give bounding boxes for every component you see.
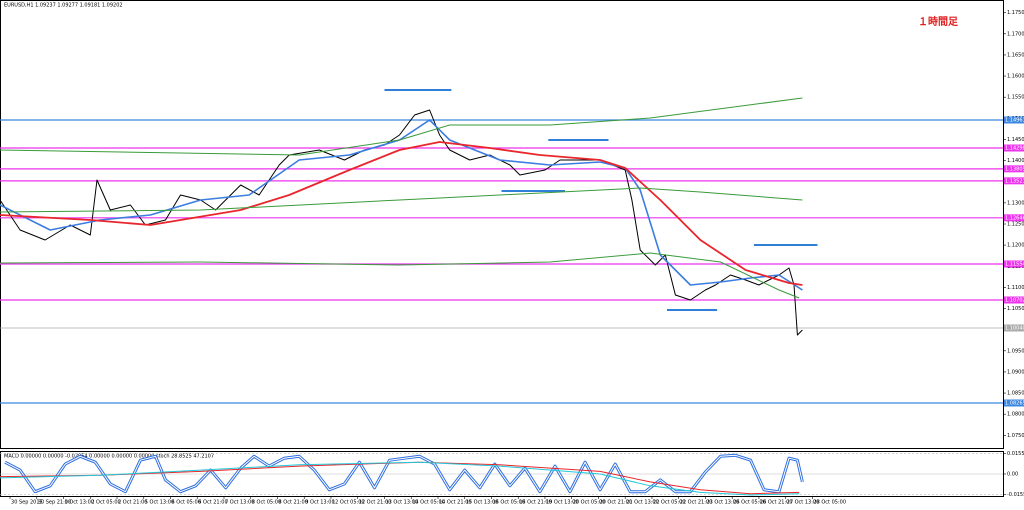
level-label-box <box>1004 214 1024 222</box>
x-tick-label: 20 Oct 05:00 <box>573 500 606 506</box>
x-tick-label: 5 Oct 13:00 <box>145 500 174 506</box>
x-tick-label: 20 Oct 21:00 <box>599 500 632 506</box>
level-label: 1.10702 <box>1005 297 1024 303</box>
y-tick-label: -0.01558 <box>1007 492 1024 498</box>
level-label: 1.14961 <box>1005 117 1024 123</box>
x-tick-label: 6 Oct 05:00 <box>172 500 201 506</box>
chart-title: EURUSD,H1 1.09237 1.09277 1.09181 1.0920… <box>4 3 123 9</box>
level-label-box <box>1004 296 1024 304</box>
x-tick-label: 23 Oct 13:00 <box>706 500 739 506</box>
y-tick-label: 1.12000 <box>1007 243 1024 249</box>
y-tick-label: 1.08500 <box>1007 391 1024 397</box>
x-tick-label: 14 Oct 05:00 <box>412 500 445 506</box>
x-tick-label: 2 Oct 05:00 <box>91 500 120 506</box>
series-line <box>0 187 803 213</box>
y-tick-label: 1.08000 <box>1007 412 1024 418</box>
y-tick-label: 1.11000 <box>1007 285 1024 291</box>
level-label-box <box>1004 165 1024 173</box>
series-line <box>0 119 803 291</box>
level-label: 1.12646 <box>1005 215 1024 221</box>
x-tick-label: 16 Oct 05:00 <box>492 500 525 506</box>
x-tick-label: 2 Oct 21:00 <box>118 500 147 506</box>
level-label: 1.11554 <box>1005 261 1024 267</box>
y-tick-label: 1.09500 <box>1007 348 1024 354</box>
y-tick-label: 1.07500 <box>1007 433 1024 439</box>
annotation: １時間足 <box>918 15 959 28</box>
series-line <box>0 109 803 336</box>
x-tick-label: 22 Oct 05:00 <box>653 500 686 506</box>
level-label-box <box>1004 144 1024 152</box>
y-tick-label: 1.14000 <box>1007 158 1024 164</box>
y-tick-label: 1.09000 <box>1007 369 1024 375</box>
x-tick-label: 22 Oct 21:00 <box>680 500 713 506</box>
indicator-title: MACD 0.00000 0.00000 -0.02954 0.00000 0.… <box>4 454 214 460</box>
y-tick-label: 1.16000 <box>1007 74 1024 80</box>
level-label: 1.14298 <box>1005 146 1024 152</box>
series-line-inner <box>4 454 803 493</box>
series-line <box>0 252 800 299</box>
y-tick-label: 0.01558 <box>1007 451 1024 457</box>
x-tick-label: 1 Oct 13:00 <box>65 500 94 506</box>
y-tick-label: 1.15500 <box>1007 95 1024 101</box>
y-tick-label: 1.17000 <box>1007 31 1024 37</box>
level-label-box <box>1004 116 1024 124</box>
level-label: 1.10040 <box>1005 325 1024 331</box>
level-label: 1.13805 <box>1005 166 1024 172</box>
series-line <box>0 141 803 286</box>
level-label-box <box>1004 177 1024 185</box>
y-tick-label: 1.16500 <box>1007 52 1024 58</box>
series-line <box>0 97 803 156</box>
x-tick-label: 14 Oct 21:00 <box>439 500 472 506</box>
x-tick-label: 6 Oct 21:00 <box>198 500 227 506</box>
x-tick-label: 8 Oct 21:00 <box>278 500 307 506</box>
x-tick-label: 13 Oct 13:00 <box>385 500 418 506</box>
x-tick-label: 21 Oct 13:00 <box>626 500 659 506</box>
x-tick-label: 7 Oct 13:00 <box>225 500 254 506</box>
series-line <box>0 461 800 495</box>
x-tick-label: 19 Oct 13:00 <box>546 500 579 506</box>
x-tick-label: 30 Sep 2015 <box>11 500 43 506</box>
series-line <box>0 461 800 496</box>
level-label: 1.13521 <box>1005 178 1024 184</box>
y-tick-label: 1.12500 <box>1007 222 1024 228</box>
x-tick-label: 15 Oct 13:00 <box>466 500 499 506</box>
x-tick-label: 28 Oct 05:00 <box>813 500 846 506</box>
x-tick-label: 30 Sep 21:00 <box>38 500 71 506</box>
y-tick-label: 1.10500 <box>1007 306 1024 312</box>
y-tick-label: 0.00 <box>1007 472 1018 478</box>
x-tick-label: 8 Oct 05:00 <box>252 500 281 506</box>
y-tick-label: 1.14500 <box>1007 137 1024 143</box>
x-tick-label: 9 Oct 13:00 <box>305 500 334 506</box>
level-label-box <box>1004 399 1024 407</box>
x-tick-label: 12 Oct 05:00 <box>332 500 365 506</box>
level-label: 1.08265 <box>1005 400 1024 406</box>
x-tick-label: 27 Oct 13:00 <box>787 500 820 506</box>
y-tick-label: 1.17500 <box>1007 10 1024 16</box>
x-tick-label: 12 Oct 21:00 <box>359 500 392 506</box>
x-tick-label: 16 Oct 21:00 <box>519 500 552 506</box>
level-label-box <box>1004 324 1024 332</box>
main-frame <box>0 0 1004 449</box>
y-tick-label: 1.13000 <box>1007 200 1024 206</box>
level-label-box <box>1004 260 1024 268</box>
x-tick-label: 26 Oct 21:00 <box>760 500 793 506</box>
x-tick-label: 26 Oct 05:00 <box>733 500 766 506</box>
